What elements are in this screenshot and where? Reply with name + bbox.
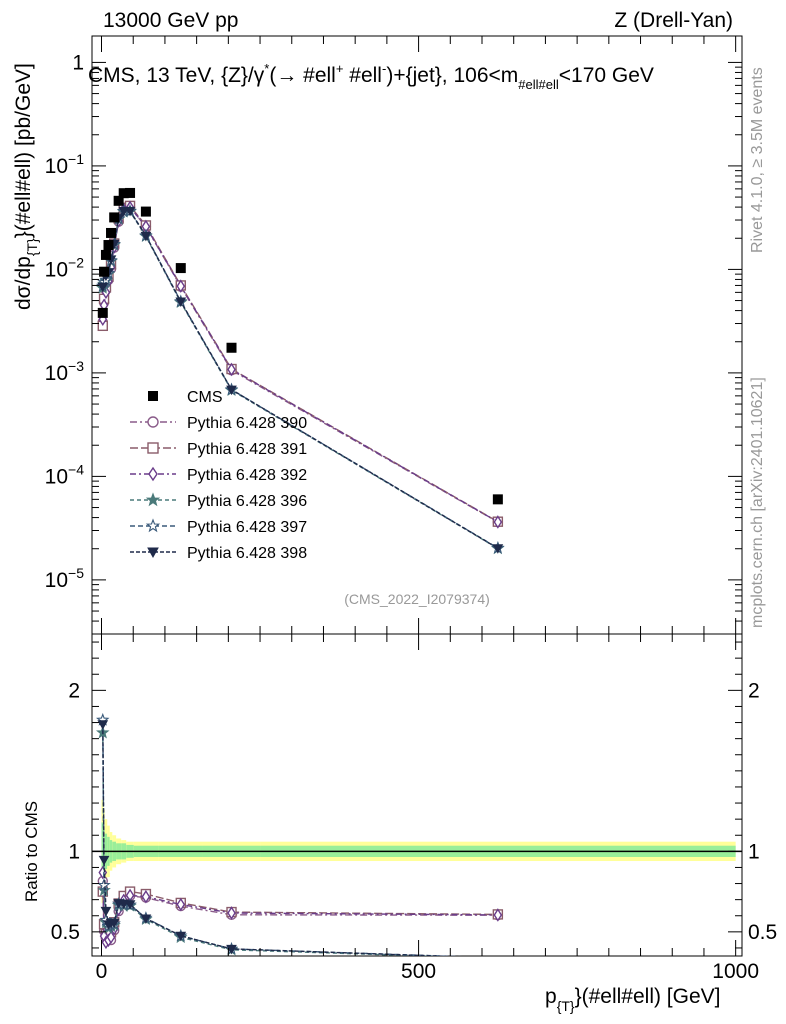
ratio-series-group xyxy=(95,712,504,956)
series-point xyxy=(226,385,237,396)
y-tick-label-ratio: 0.5 xyxy=(51,921,80,944)
cms-data-point xyxy=(175,263,186,274)
header-right: Z (Drell-Yan) xyxy=(614,9,733,32)
y-tick-label-ratio-right: 2 xyxy=(748,679,760,702)
legend-label-cms: CMS xyxy=(187,389,223,406)
ratio-series-line xyxy=(102,880,498,942)
x-axis-label: p{T}}(#ell#ell) [GeV] xyxy=(545,985,721,1014)
y-tick-label-ratio-right: 1 xyxy=(748,840,760,863)
cms-data-point xyxy=(118,188,129,199)
analysis-id: (CMS_2022_I2079374) xyxy=(344,591,490,607)
y-tick-label-main: 10−2 xyxy=(45,254,85,281)
ratio-point xyxy=(175,931,187,942)
cms-data-point xyxy=(113,195,124,206)
ratio-point xyxy=(97,878,111,891)
y-tick-label-main: 10−4 xyxy=(45,461,85,488)
plot-title-sub: #ell#ell xyxy=(518,77,559,92)
plot-title-mid1: (→ #ell xyxy=(269,64,336,87)
y-axis-label-ratio: Ratio to CMS xyxy=(22,801,41,902)
y-axis-label-main: dσ/dp{T}}(#ell#ell) [pb/GeV] xyxy=(12,63,40,310)
legend: CMS Pythia 6.428 390 Pythia 6.428 391 Pythi… xyxy=(130,389,307,562)
series-point xyxy=(176,279,186,293)
ratio-series-line xyxy=(102,719,463,956)
ratio-point xyxy=(97,720,109,730)
plot-title-sup3: - xyxy=(382,61,386,76)
legend-label: Pythia 6.428 392 xyxy=(187,467,307,484)
y-tick-label-main: 1 xyxy=(72,51,84,74)
legend-marker xyxy=(147,416,159,428)
uncertainty-bands xyxy=(92,799,742,903)
ratio-plot-frame xyxy=(91,633,743,957)
ratio-series-line xyxy=(102,724,458,956)
y-tick-label-ratio: 2 xyxy=(68,679,80,702)
rivet-label: Rivet 4.1.0, ≥ 3.5M events xyxy=(749,67,766,253)
legend-label: Pythia 6.428 390 xyxy=(187,415,307,432)
x-tick-label: 1000 xyxy=(712,960,759,983)
y-tick-label-main: 10−3 xyxy=(45,358,85,385)
legend-marker xyxy=(147,442,159,454)
cms-data-point xyxy=(109,212,120,223)
ratio-point xyxy=(106,930,116,945)
ratio-point xyxy=(100,906,112,917)
plot-title-sup1: * xyxy=(264,61,269,76)
plot-title-end: <170 GeV xyxy=(559,64,654,87)
legend-marker xyxy=(145,518,161,533)
series-point xyxy=(97,282,109,293)
cms-data-point xyxy=(492,494,503,505)
axes: 1 10−1 10−2 10−3 10−4 10−5 0.5 0.5 1 1 2 2 0 500 1000 xyxy=(45,36,777,983)
cms-data-point xyxy=(97,307,108,318)
y-tick-label-main: 10−1 xyxy=(45,151,85,178)
legend-marker xyxy=(147,547,159,559)
ratio-point xyxy=(493,908,503,922)
ratio-point xyxy=(226,944,237,955)
y-tick-label-ratio: 1 xyxy=(68,840,80,863)
cms-data-point xyxy=(140,206,151,217)
series-point xyxy=(140,231,152,242)
cms-data xyxy=(97,187,503,505)
ratio-point xyxy=(140,914,152,925)
ratio-series-line xyxy=(102,872,498,944)
ratio-frame-rect xyxy=(91,633,743,957)
cms-data-point xyxy=(125,187,136,198)
legend-label: Pythia 6.428 398 xyxy=(187,545,307,562)
plot-title-mid2: #ell xyxy=(343,64,382,87)
x-tick-label: 0 xyxy=(96,960,108,983)
plot-title-pre: CMS, 13 TeV, {Z}/γ xyxy=(88,64,265,87)
series-point xyxy=(492,544,504,554)
series-point xyxy=(175,297,187,307)
x-tick-label: 500 xyxy=(401,960,436,983)
cms-data-point xyxy=(226,342,237,353)
ratio-point xyxy=(124,900,136,910)
series-point xyxy=(227,362,236,377)
legend-marker xyxy=(148,466,158,482)
series-point xyxy=(118,206,130,217)
legend-marker-cms xyxy=(148,391,158,401)
legend-marker xyxy=(145,492,161,507)
legend-label: Pythia 6.428 396 xyxy=(187,493,307,510)
cms-data-point xyxy=(99,266,110,277)
plot-title-sup2: + xyxy=(336,61,344,76)
ratio-point xyxy=(227,906,236,920)
cms-data-point xyxy=(103,240,114,251)
cms-data-point xyxy=(106,227,117,238)
ratio-point xyxy=(141,889,151,904)
mcplots-label: mcplots.cern.ch [arXiv:2401.10621] xyxy=(749,377,766,628)
ratio-point xyxy=(108,918,120,929)
ratio-point xyxy=(176,897,186,912)
header-left: 13000 GeV pp xyxy=(103,9,238,32)
series-point xyxy=(493,515,503,529)
series-point xyxy=(124,206,136,217)
y-tick-label-ratio-right: 0.5 xyxy=(748,921,777,944)
ratio-point xyxy=(98,855,110,866)
plot-title: CMS, 13 TeV, {Z}/γ*(→ #ell+ #ell-)+{jet}… xyxy=(88,61,654,92)
cms-data-point xyxy=(100,249,111,260)
legend-label: Pythia 6.428 397 xyxy=(187,519,307,536)
plot-title-mid3: )+{jet}, 106<m xyxy=(386,64,518,87)
y-tick-label-main: 10−5 xyxy=(45,565,85,592)
legend-label: Pythia 6.428 391 xyxy=(187,441,307,458)
